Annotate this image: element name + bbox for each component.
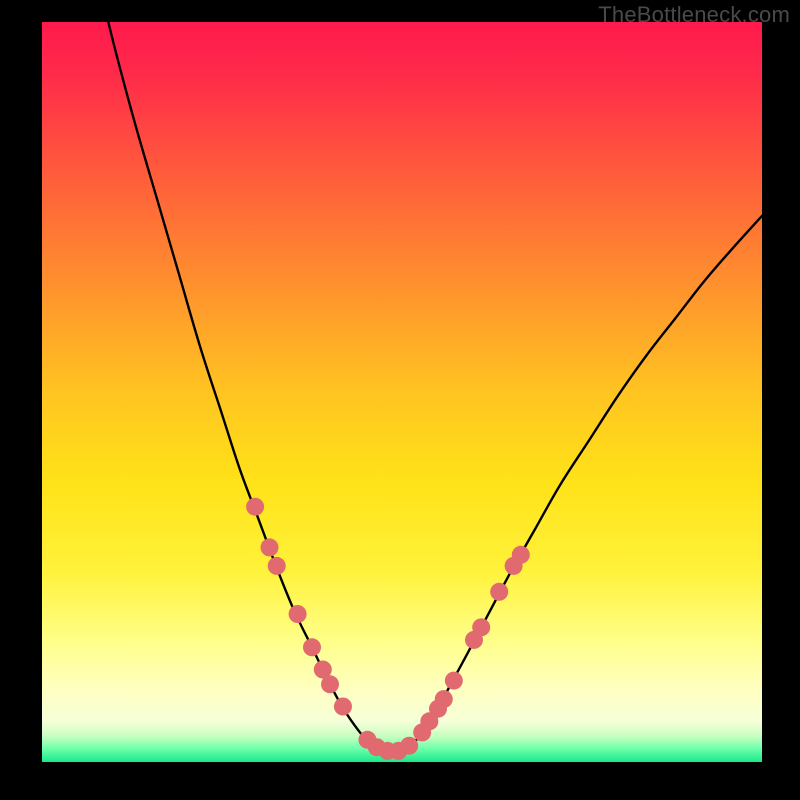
data-marker: [303, 638, 321, 656]
curve-layer: [42, 22, 762, 762]
data-marker: [490, 583, 508, 601]
data-marker: [268, 557, 286, 575]
data-marker: [512, 546, 530, 564]
bottleneck-curve: [105, 7, 762, 752]
data-marker: [289, 605, 307, 623]
data-marker: [261, 538, 279, 556]
data-marker: [435, 690, 453, 708]
watermark-text: TheBottleneck.com: [598, 2, 790, 28]
plot-area: [42, 22, 762, 762]
data-marker: [472, 618, 490, 636]
data-marker: [321, 675, 339, 693]
data-marker: [246, 498, 264, 516]
data-marker: [400, 737, 418, 755]
data-marker: [445, 672, 463, 690]
stage: TheBottleneck.com: [0, 0, 800, 800]
data-marker: [334, 698, 352, 716]
